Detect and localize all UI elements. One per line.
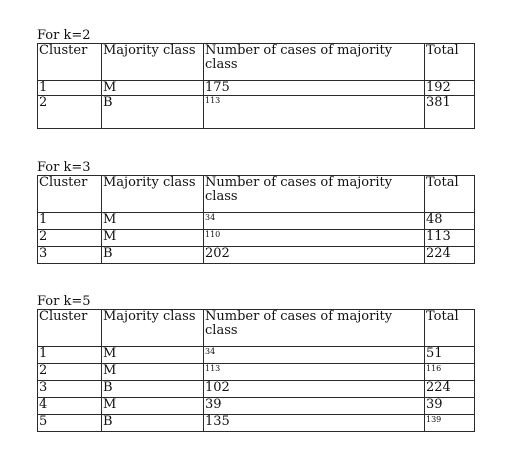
- cell-total: 139: [424, 414, 475, 432]
- section-k2: For k=2 Cluster Majority class Number of…: [37, 28, 475, 129]
- cell-total: 39: [424, 397, 475, 415]
- header-total: Total: [424, 309, 475, 347]
- table-header-row: Cluster Majority class Number of cases o…: [37, 309, 475, 347]
- table-row: 3 B 102 224: [37, 380, 475, 398]
- cell-cases: 39: [203, 397, 425, 415]
- cell-cluster: 1: [37, 346, 102, 364]
- cell-majority-class: M: [101, 363, 204, 381]
- header-cluster: Cluster: [37, 175, 102, 213]
- cell-cluster: 2: [37, 363, 102, 381]
- table-row: 1 M 34 48: [37, 212, 475, 230]
- header-number-of-cases: Number of cases of majority class: [203, 43, 425, 81]
- cell-total: 192: [424, 80, 475, 96]
- cell-cases: 175: [203, 80, 425, 96]
- table-row: 2 B 113 381: [37, 95, 475, 129]
- cell-majority-class: M: [101, 346, 204, 364]
- cell-cluster: 5: [37, 414, 102, 432]
- section-k3: For k=3 Cluster Majority class Number of…: [37, 160, 475, 264]
- cell-majority-class: M: [101, 212, 204, 230]
- header-number-of-cases: Number of cases of majority class: [203, 309, 425, 347]
- header-majority-class: Majority class: [101, 309, 204, 347]
- table-header-row: Cluster Majority class Number of cases o…: [37, 43, 475, 81]
- cell-cases: 202: [203, 246, 425, 264]
- section-heading: For k=5: [37, 294, 91, 309]
- section-heading: For k=2: [37, 28, 91, 43]
- cell-total: 224: [424, 380, 475, 398]
- cell-total: 116: [424, 363, 475, 381]
- cell-majority-class: B: [101, 95, 204, 129]
- cluster-table-k3: Cluster Majority class Number of cases o…: [37, 175, 475, 264]
- cell-total: 51: [424, 346, 475, 364]
- cell-cluster: 1: [37, 212, 102, 230]
- cell-cluster: 2: [37, 229, 102, 247]
- cell-majority-class: M: [101, 80, 204, 96]
- table-row: 3 B 202 224: [37, 246, 475, 264]
- cell-total: 48: [424, 212, 475, 230]
- header-cluster: Cluster: [37, 43, 102, 81]
- cell-majority-class: M: [101, 397, 204, 415]
- table-row: 1 M 175 192: [37, 80, 475, 96]
- header-number-of-cases: Number of cases of majority class: [203, 175, 425, 213]
- cell-cases: 34: [203, 346, 425, 364]
- header-cluster: Cluster: [37, 309, 102, 347]
- table-row: 2 M 110 113: [37, 229, 475, 247]
- table-row: 1 M 34 51: [37, 346, 475, 364]
- cell-cluster: 1: [37, 80, 102, 96]
- cluster-table-k2: Cluster Majority class Number of cases o…: [37, 43, 475, 129]
- header-total: Total: [424, 43, 475, 81]
- cell-total: 381: [424, 95, 475, 129]
- table-header-row: Cluster Majority class Number of cases o…: [37, 175, 475, 213]
- table-row: 2 M 113 116: [37, 363, 475, 381]
- cell-total: 113: [424, 229, 475, 247]
- cell-cluster: 3: [37, 380, 102, 398]
- header-total: Total: [424, 175, 475, 213]
- table-row: 5 B 135 139: [37, 414, 475, 432]
- cell-majority-class: B: [101, 380, 204, 398]
- cell-cases: 135: [203, 414, 425, 432]
- cluster-table-k5: Cluster Majority class Number of cases o…: [37, 309, 475, 432]
- cell-total: 224: [424, 246, 475, 264]
- header-majority-class: Majority class: [101, 175, 204, 213]
- cell-cluster: 2: [37, 95, 102, 129]
- cell-cluster: 3: [37, 246, 102, 264]
- cell-cases: 102: [203, 380, 425, 398]
- cell-cases: 113: [203, 95, 425, 129]
- cell-majority-class: B: [101, 414, 204, 432]
- section-heading: For k=3: [37, 160, 91, 175]
- cell-cluster: 4: [37, 397, 102, 415]
- table-row: 4 M 39 39: [37, 397, 475, 415]
- section-k5: For k=5 Cluster Majority class Number of…: [37, 294, 475, 432]
- cell-cases: 113: [203, 363, 425, 381]
- cell-majority-class: B: [101, 246, 204, 264]
- header-majority-class: Majority class: [101, 43, 204, 81]
- cell-cases: 34: [203, 212, 425, 230]
- cell-majority-class: M: [101, 229, 204, 247]
- cell-cases: 110: [203, 229, 425, 247]
